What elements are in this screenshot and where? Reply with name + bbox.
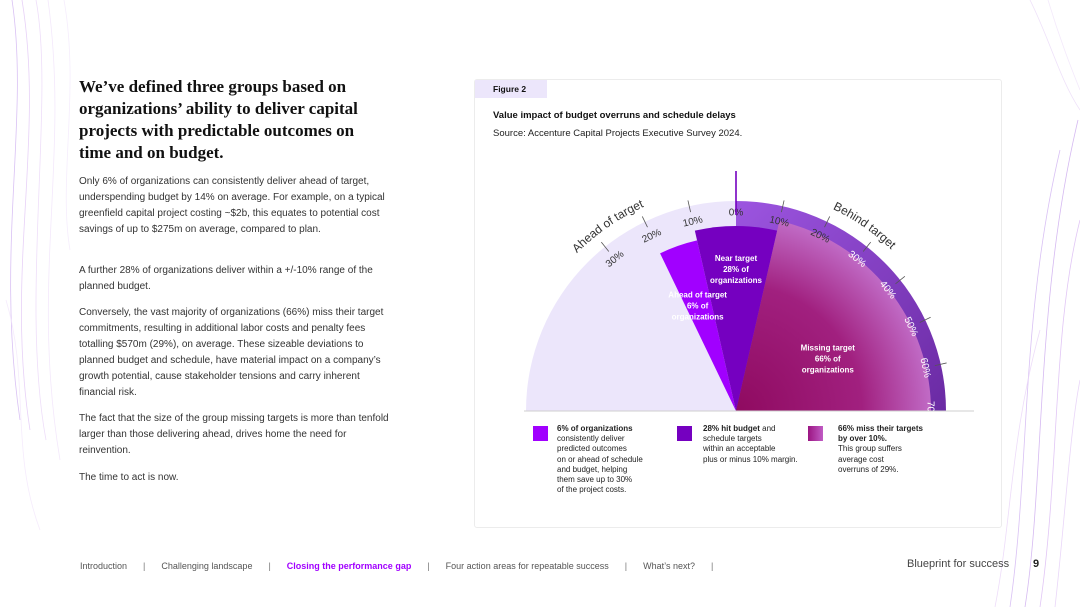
figure-source: Source: Accenture Capital Projects Execu… <box>493 128 743 139</box>
legend-line: them save up to 30% <box>557 475 633 485</box>
nav-action-areas[interactable]: Four action areas for repeatable success <box>445 561 609 571</box>
figure-tag: Figure 2 <box>475 80 547 98</box>
nav-introduction[interactable]: Introduction <box>80 561 128 571</box>
nav-separator: | <box>143 561 146 571</box>
legend-swatch-missing <box>808 426 823 441</box>
legend-bold: 6% of organizations <box>557 424 633 433</box>
body-paragraph: Only 6% of organizations can consistentl… <box>79 176 385 235</box>
nav-closing-gap[interactable]: Closing the performance gap <box>286 561 412 571</box>
legend-bold: 28% hit budget <box>703 424 760 433</box>
legend-bold: 66% miss their targets <box>838 424 923 433</box>
scale-tick-label: 10% <box>682 214 704 229</box>
legend-bold: by over 10%. <box>838 434 887 444</box>
gauge-segment-near-target <box>694 226 778 411</box>
segment-label-missing-target: Missing target 66% of organizations <box>801 343 856 374</box>
page-heading: We’ve defined three groups based on orga… <box>79 77 358 162</box>
scale-tick <box>601 241 610 252</box>
body-paragraph: The time to act is now. <box>79 472 179 483</box>
figure-card: Figure 2 Value impact of budget overruns… <box>474 79 1002 528</box>
scale-tick <box>641 216 648 228</box>
scale-tick <box>934 362 947 366</box>
legend-line: of the project costs. <box>557 485 627 495</box>
legend-line: average cost <box>838 454 884 464</box>
legend-swatch-near <box>677 426 692 441</box>
legend-line: and budget, helping <box>557 464 628 474</box>
legend-line: consistently deliver <box>557 434 625 444</box>
legend-item-near: 28% hit budget and schedule targets with… <box>703 424 823 465</box>
scale-tick <box>919 316 931 323</box>
scale-tick <box>781 200 785 213</box>
segment-label-ahead-of-target: Ahead of target 6% of organizations <box>668 290 727 321</box>
page-number: 9 <box>1033 558 1040 570</box>
legend-line: This group suffers <box>838 444 902 454</box>
gauge-chart: 30%20%10%0%10%20%30%40%50%60%70% Ahead o… <box>524 171 974 421</box>
nav-separator: | <box>624 561 628 571</box>
footer-nav: Introduction | Challenging landscape | C… <box>80 560 729 572</box>
legend-line: within an acceptable <box>703 444 776 454</box>
body-paragraph: A further 28% of organizations deliver w… <box>79 265 373 292</box>
segment-label-near-target: Near target 28% of organizations <box>710 254 763 285</box>
gauge-segment-ahead-of-target <box>660 240 736 411</box>
scale-tick <box>895 276 906 285</box>
body-paragraph: The fact that the size of the group miss… <box>79 413 389 456</box>
nav-separator: | <box>710 561 714 571</box>
legend-line: schedule targets <box>703 434 762 444</box>
nav-challenging-landscape[interactable]: Challenging landscape <box>161 561 253 571</box>
legend-line: plus or minus 10% margin. <box>703 454 798 464</box>
nav-separator: | <box>427 561 430 571</box>
figure-title: Value impact of budget overruns and sche… <box>493 110 736 121</box>
legend-item-ahead: 6% of organizations consistently deliver… <box>557 424 677 495</box>
nav-separator: | <box>268 561 271 571</box>
footer-title: Blueprint for success <box>907 558 1010 570</box>
legend-line: predicted outcomes <box>557 444 627 454</box>
body-paragraph: Conversely, the vast majority of organiz… <box>79 307 384 398</box>
legend-line: on or ahead of schedule <box>557 454 643 464</box>
scale-tick-label: 10% <box>768 214 790 229</box>
scale-tick <box>687 200 691 213</box>
legend-item-missing: 66% miss their targets by over 10%. This… <box>838 424 958 475</box>
nav-whats-next[interactable]: What’s next? <box>643 561 695 571</box>
scale-tick <box>824 216 831 228</box>
legend-swatch-ahead <box>533 426 548 441</box>
gauge-segment-missing-target <box>736 220 931 411</box>
scale-tick <box>862 241 871 252</box>
legend-bold-rest: and <box>759 424 776 433</box>
legend-line: overruns of 29%. <box>838 464 899 474</box>
scale-tick-label: 60% <box>917 357 932 379</box>
